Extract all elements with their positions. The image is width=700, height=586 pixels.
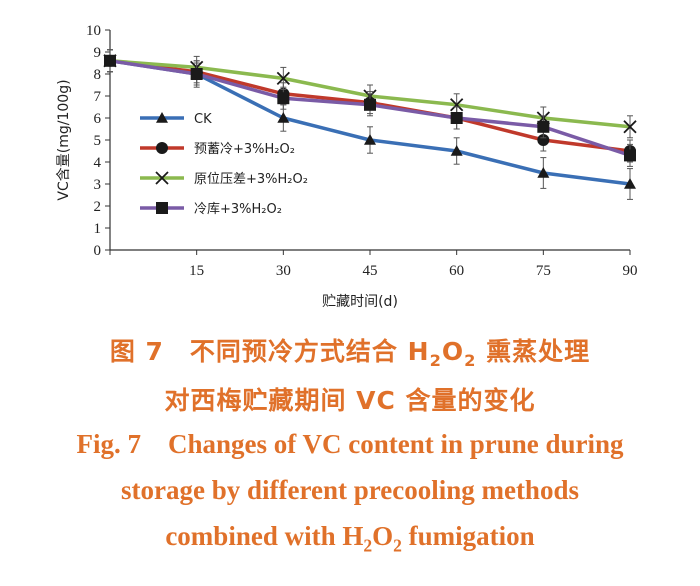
series-3 bbox=[104, 49, 636, 167]
legend-item: 原位压差+3%H₂O₂ bbox=[140, 171, 308, 187]
data-point bbox=[190, 68, 203, 80]
y-tick-label: 1 bbox=[94, 221, 102, 237]
x-axis-label: 贮藏时间(d) bbox=[322, 294, 398, 310]
data-point bbox=[624, 149, 636, 162]
caption-en-line-1: Fig. 7 Changes of VC content in prune du… bbox=[76, 429, 624, 459]
y-tick-label: 3 bbox=[94, 177, 102, 193]
figure-caption: 图 7 不同预冷方式结合 H2O2 熏蒸处理 对西梅贮藏期间 VC 含量的变化 … bbox=[0, 332, 700, 568]
data-point bbox=[450, 112, 463, 124]
x-marker-stroke bbox=[450, 98, 464, 112]
legend-label: 原位压差+3%H₂O₂ bbox=[194, 172, 308, 187]
x-marker-stroke bbox=[623, 120, 637, 134]
legend-marker bbox=[155, 171, 169, 185]
data-point bbox=[624, 178, 636, 189]
y-tick-label: 0 bbox=[94, 243, 102, 259]
data-point bbox=[277, 92, 290, 105]
y-tick-label: 8 bbox=[94, 67, 102, 83]
legend-item: 预蓄冷+3%H₂O₂ bbox=[140, 142, 295, 157]
legend-item: CK bbox=[140, 112, 212, 127]
legend-item: 冷库+3%H₂O₂ bbox=[140, 201, 282, 217]
x-tick-label: 45 bbox=[363, 263, 378, 279]
data-point bbox=[450, 145, 463, 156]
x-tick-label: 15 bbox=[189, 263, 204, 279]
x-marker-stroke bbox=[276, 71, 290, 86]
caption-cn-line-1: 图 7 不同预冷方式结合 H2O2 熏蒸处理 bbox=[109, 337, 591, 370]
legend-marker bbox=[156, 202, 168, 214]
y-tick-label: 7 bbox=[94, 89, 102, 105]
y-tick-label: 10 bbox=[86, 23, 101, 39]
data-point bbox=[364, 98, 376, 111]
x-tick-label: 90 bbox=[623, 263, 638, 279]
caption-en-line-2: storage by different precooling methods bbox=[121, 475, 579, 505]
data-point bbox=[276, 71, 290, 86]
data-point bbox=[537, 167, 550, 178]
series-line bbox=[109, 59, 631, 186]
x-tick-label: 75 bbox=[536, 263, 551, 279]
legend-marker bbox=[156, 112, 168, 123]
x-marker-stroke bbox=[155, 171, 169, 185]
y-tick-label: 9 bbox=[94, 45, 102, 61]
legend-label: CK bbox=[194, 112, 212, 127]
legend-label: 冷库+3%H₂O₂ bbox=[194, 201, 282, 217]
y-tick-label: 6 bbox=[94, 111, 102, 127]
caption-en-line-3: combined with H2O2 fumigation bbox=[165, 521, 535, 556]
x-tick-label: 60 bbox=[449, 263, 464, 279]
chart-legend: CK 预蓄冷+3%H₂O₂ 原位压差+3%H₂O₂ 冷库+3%H₂O₂ bbox=[140, 112, 308, 217]
data-point bbox=[450, 98, 464, 112]
y-tick-label: 4 bbox=[94, 155, 102, 171]
caption-cn-line-2: 对西梅贮藏期间 VC 含量的变化 bbox=[164, 386, 536, 415]
y-tick-label: 2 bbox=[94, 199, 102, 215]
y-tick-label: 5 bbox=[94, 133, 102, 149]
data-point bbox=[104, 54, 116, 67]
data-point bbox=[364, 134, 376, 145]
chart-series bbox=[103, 49, 637, 200]
legend-marker bbox=[156, 142, 168, 154]
data-point bbox=[537, 134, 550, 146]
data-point bbox=[277, 112, 290, 123]
data-point bbox=[623, 120, 637, 134]
x-tick-label: 30 bbox=[276, 263, 291, 279]
data-point bbox=[537, 120, 550, 133]
legend-label: 预蓄冷+3%H₂O₂ bbox=[194, 142, 295, 157]
y-axis-label: VC含量(mg/100g) bbox=[56, 79, 72, 200]
